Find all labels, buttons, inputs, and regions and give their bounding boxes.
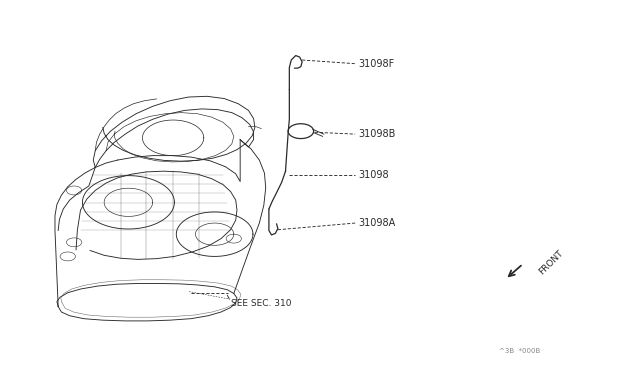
- Text: 31098F: 31098F: [358, 59, 395, 69]
- Text: FRONT: FRONT: [537, 248, 565, 276]
- Text: ^3B  *000B: ^3B *000B: [499, 348, 540, 354]
- Text: 31098: 31098: [358, 170, 389, 180]
- Text: 31098A: 31098A: [358, 218, 396, 228]
- Text: SEE SEC. 310: SEE SEC. 310: [230, 299, 291, 308]
- Text: 31098B: 31098B: [358, 129, 396, 139]
